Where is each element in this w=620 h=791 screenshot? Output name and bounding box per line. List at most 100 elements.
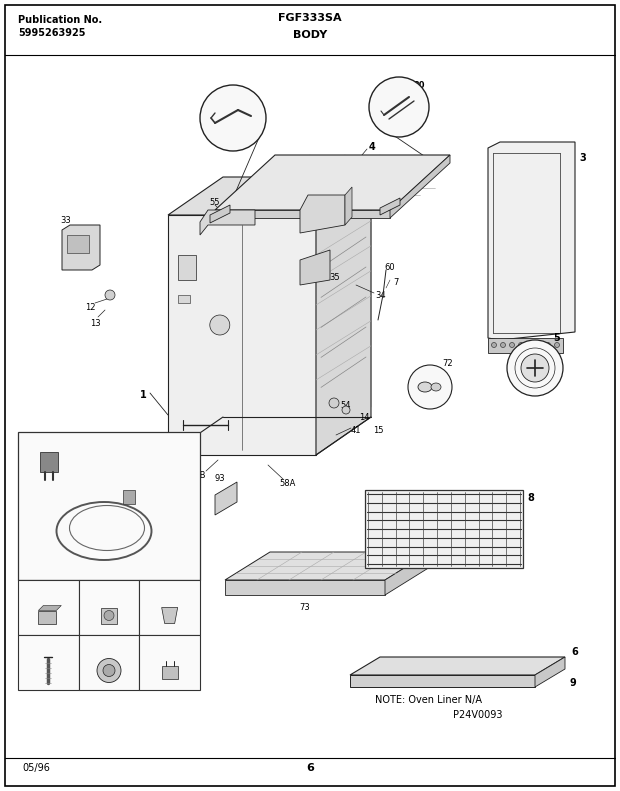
Polygon shape	[62, 225, 100, 270]
Text: 13: 13	[90, 319, 100, 327]
Polygon shape	[215, 210, 390, 218]
Text: 14: 14	[359, 412, 370, 422]
Text: 54: 54	[341, 400, 352, 410]
Circle shape	[210, 315, 230, 335]
Text: 16: 16	[242, 96, 252, 104]
Text: 41: 41	[351, 426, 361, 434]
Circle shape	[518, 343, 523, 347]
Text: 15: 15	[373, 426, 383, 434]
Polygon shape	[225, 580, 385, 595]
Circle shape	[103, 664, 115, 676]
Text: 12: 12	[85, 302, 95, 312]
Polygon shape	[38, 611, 56, 623]
Polygon shape	[225, 552, 430, 580]
Text: 6: 6	[572, 647, 578, 657]
Text: 4: 4	[369, 142, 375, 152]
Circle shape	[536, 343, 541, 347]
Text: 73: 73	[299, 604, 311, 612]
Text: 26: 26	[340, 168, 350, 177]
Text: 56B: 56B	[190, 471, 206, 479]
Polygon shape	[40, 452, 58, 472]
Circle shape	[200, 85, 266, 151]
Polygon shape	[316, 207, 371, 445]
Circle shape	[369, 77, 429, 137]
Polygon shape	[385, 552, 430, 595]
Text: 49: 49	[144, 638, 156, 648]
Text: Publication No.: Publication No.	[18, 15, 102, 25]
Text: BODY: BODY	[293, 30, 327, 40]
Circle shape	[546, 343, 551, 347]
Text: 5995263925: 5995263925	[18, 28, 86, 38]
Polygon shape	[123, 490, 135, 504]
Polygon shape	[316, 177, 371, 455]
Bar	[79, 635, 140, 690]
Text: 5: 5	[554, 333, 560, 343]
Text: 30A: 30A	[212, 131, 230, 141]
Polygon shape	[300, 250, 330, 285]
Polygon shape	[488, 142, 575, 340]
Text: 93: 93	[215, 474, 225, 483]
Polygon shape	[162, 665, 178, 679]
Polygon shape	[488, 338, 563, 353]
Text: 72: 72	[443, 358, 453, 368]
Polygon shape	[350, 657, 565, 675]
Polygon shape	[535, 657, 565, 687]
Polygon shape	[200, 210, 255, 235]
Text: 33: 33	[60, 215, 71, 225]
Text: 7: 7	[393, 278, 399, 286]
Circle shape	[507, 340, 563, 396]
Text: 58A: 58A	[280, 479, 296, 487]
Bar	[140, 580, 200, 635]
Polygon shape	[210, 205, 230, 223]
Text: 1: 1	[140, 390, 146, 400]
Circle shape	[97, 658, 121, 683]
Circle shape	[521, 354, 549, 382]
Bar	[18, 580, 79, 635]
Text: P24V0093: P24V0093	[453, 710, 502, 720]
Text: 60: 60	[384, 263, 396, 273]
Text: 9: 9	[570, 678, 577, 688]
Polygon shape	[390, 155, 450, 218]
Circle shape	[104, 611, 114, 620]
Bar	[178, 255, 196, 280]
Text: 39: 39	[182, 437, 193, 446]
Circle shape	[342, 406, 350, 414]
Text: 36: 36	[350, 180, 361, 190]
Polygon shape	[300, 195, 345, 233]
Text: 35: 35	[330, 274, 340, 282]
Circle shape	[329, 398, 339, 408]
Polygon shape	[345, 187, 352, 225]
Ellipse shape	[418, 382, 432, 392]
Polygon shape	[380, 198, 400, 215]
Polygon shape	[168, 215, 316, 455]
Text: 3: 3	[580, 153, 587, 163]
Text: 8: 8	[528, 493, 534, 503]
Circle shape	[492, 343, 497, 347]
Text: eReplacementParts.com: eReplacementParts.com	[177, 407, 363, 422]
Text: FGF333SA: FGF333SA	[278, 13, 342, 23]
Circle shape	[528, 343, 533, 347]
Circle shape	[408, 365, 452, 409]
Text: 05/96: 05/96	[22, 763, 50, 773]
Text: NOTE: Oven Liner N/A: NOTE: Oven Liner N/A	[375, 695, 482, 705]
Text: 6: 6	[306, 763, 314, 773]
Text: 44: 44	[84, 638, 95, 648]
Bar	[140, 635, 200, 690]
Text: 28: 28	[144, 584, 156, 592]
Text: 55: 55	[210, 198, 220, 206]
Circle shape	[500, 343, 505, 347]
Text: 43: 43	[23, 638, 35, 648]
Circle shape	[105, 290, 115, 300]
Text: 21: 21	[23, 584, 35, 592]
Bar	[18, 635, 79, 690]
Bar	[67, 235, 89, 253]
Bar	[18, 432, 200, 580]
Ellipse shape	[431, 383, 441, 391]
Polygon shape	[215, 155, 450, 210]
Circle shape	[510, 343, 515, 347]
Polygon shape	[168, 177, 371, 215]
Text: 27: 27	[84, 584, 95, 592]
Text: 30: 30	[414, 81, 425, 89]
Polygon shape	[350, 675, 535, 687]
Polygon shape	[215, 482, 237, 515]
